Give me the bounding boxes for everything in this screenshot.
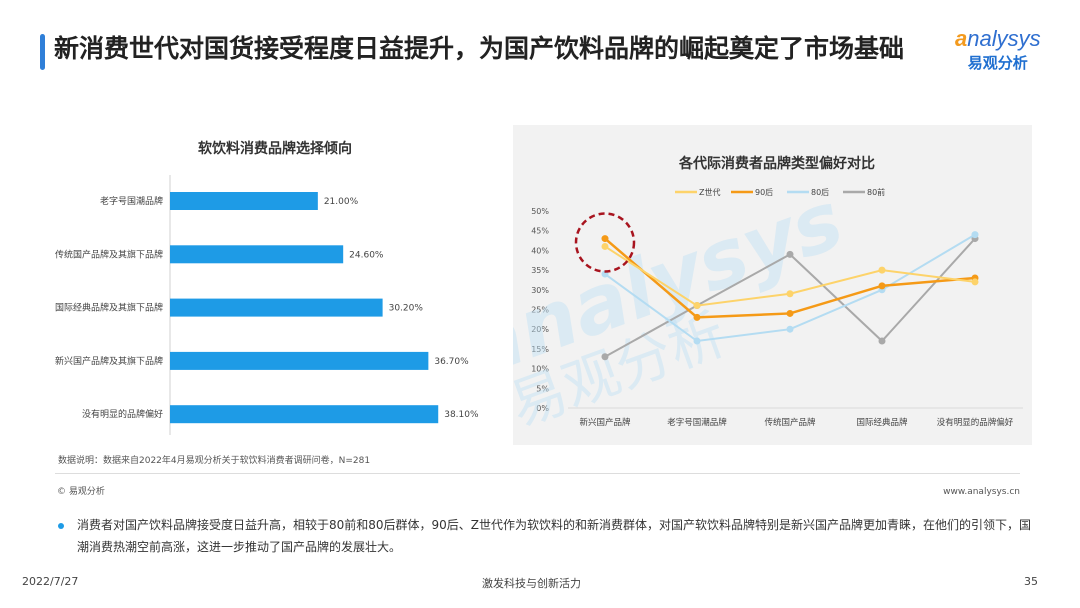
bar-data-label: 24.60% [349, 250, 384, 260]
bar [170, 245, 344, 264]
data-point [786, 309, 794, 317]
bar-data-label: 30.20% [389, 304, 424, 314]
bar-category-label: 传统国产品牌及其旗下品牌 [55, 248, 163, 260]
x-tick-label: 老字号国潮品牌 [667, 417, 727, 428]
bar-data-label: 38.10% [444, 410, 479, 420]
legend-label: 80后 [811, 187, 829, 197]
y-tick-label: 15% [531, 345, 549, 354]
title-accent [40, 34, 45, 70]
page-title: 新消费世代对国货接受程度日益提升，为国产饮料品牌的崛起奠定了市场基础 [54, 34, 905, 63]
x-tick-label: 新兴国产品牌 [579, 417, 631, 428]
y-tick-label: 5% [536, 384, 549, 393]
data-point [601, 235, 609, 243]
data-point [693, 302, 701, 310]
y-tick-label: 25% [531, 306, 549, 315]
bar [170, 298, 383, 317]
line-chart: 各代际消费者品牌类型偏好对比 0% 5% 10% 15% 20% 25% 30% 35% 40% 4… [513, 155, 1023, 439]
logo: analysys 易观分析 [955, 26, 1041, 72]
bar [170, 351, 429, 370]
y-tick-label: 40% [531, 246, 549, 255]
bar [170, 405, 439, 424]
data-point [601, 242, 609, 250]
bar [170, 192, 318, 210]
data-point [786, 250, 794, 258]
bar-data-label: 36.70% [434, 357, 469, 367]
divider [55, 473, 1020, 474]
y-tick-label: 0% [536, 404, 549, 413]
x-tick-label: 国际经典品牌 [856, 417, 908, 428]
footer-date: 2022/7/27 [22, 575, 79, 588]
y-tick-label: 45% [531, 227, 549, 236]
x-tick-label: 传统国产品牌 [764, 417, 816, 428]
legend-label: 80前 [867, 187, 885, 197]
y-tick-label: 30% [531, 286, 549, 295]
data-point [971, 278, 979, 286]
data-point [878, 266, 886, 274]
y-tick-label: 50% [531, 207, 549, 216]
data-point [601, 353, 609, 361]
data-point [786, 290, 794, 298]
bullet-icon [58, 523, 64, 529]
summary-paragraph: 消费者对国产饮料品牌接受度日益升高，相较于80前和80后群体，90后、Z世代作为… [77, 518, 1032, 554]
data-point [878, 282, 886, 290]
bar-category-label: 国际经典品牌及其旗下品牌 [55, 302, 163, 314]
data-point [971, 231, 979, 239]
data-point [693, 313, 701, 321]
footer-slogan: 激发科技与创新活力 [482, 577, 581, 590]
bar-data-label: 21.00% [324, 197, 359, 207]
data-point [878, 337, 886, 345]
data-point [786, 325, 794, 333]
y-tick-label: 10% [531, 365, 549, 374]
bar-chart: 老字号国潮品牌 21.00% 传统国产品牌及其旗下品牌 24.60% 国际经典品牌及其旗… [55, 175, 479, 435]
data-note: 数据说明：数据来自2022年4月易观分析关于软饮料消费者调研问卷，N=281 [58, 456, 371, 466]
page-number: 35 [1024, 575, 1038, 588]
bar-chart-title: 软饮料消费品牌选择倾向 [198, 141, 352, 157]
bar-category-label: 新兴国产品牌及其旗下品牌 [55, 355, 163, 367]
x-tick-label: 没有明显的品牌偏好 [937, 417, 1014, 428]
bar-category-label: 没有明显的品牌偏好 [82, 408, 163, 420]
data-point [693, 337, 701, 345]
highlight-circle [574, 212, 636, 273]
y-tick-label: 20% [531, 325, 549, 334]
website: www.analysys.cn [943, 487, 1020, 497]
bar-category-label: 老字号国潮品牌 [100, 195, 163, 207]
line-chart-panel: 各代际消费者品牌类型偏好对比 0% 5% 10% 15% 20% 25% 30% 35% 40% 4… [513, 125, 1032, 445]
line-chart-title: 各代际消费者品牌类型偏好对比 [678, 155, 875, 172]
legend-label: Z世代 [699, 187, 720, 197]
copyright: © 易观分析 [57, 487, 105, 497]
y-tick-label: 35% [531, 266, 549, 275]
legend-label: 90后 [755, 187, 773, 197]
